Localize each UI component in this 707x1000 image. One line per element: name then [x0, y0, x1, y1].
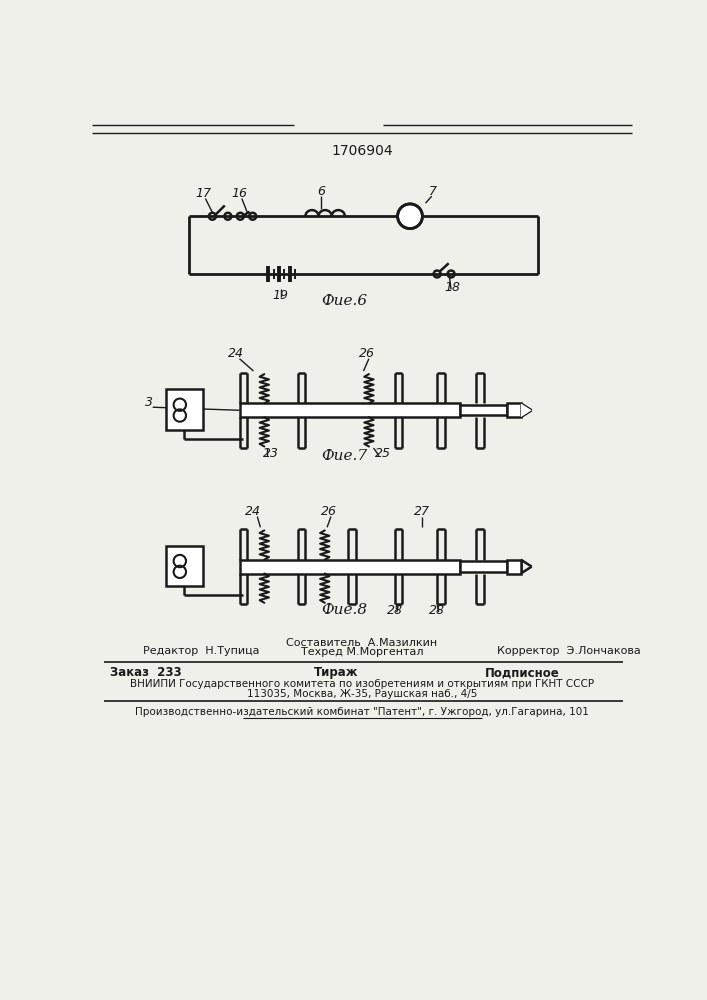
Text: 16: 16 [231, 187, 247, 200]
Text: Заказ  233: Заказ 233 [110, 666, 182, 679]
Text: 113035, Москва, Ж-35, Раушская наб., 4/5: 113035, Москва, Ж-35, Раушская наб., 4/5 [247, 689, 477, 699]
Bar [166, 546, 203, 586]
Bar [166, 389, 203, 430]
Polygon shape [521, 403, 532, 417]
Text: 18: 18 [445, 281, 461, 294]
Text: 7: 7 [429, 185, 437, 198]
Bar [460, 405, 507, 415]
Bar [240, 560, 460, 574]
Text: 6: 6 [317, 185, 325, 198]
Text: Фие.6: Фие.6 [321, 294, 367, 308]
Text: ВНИИПИ Государственного комитета по изобретениям и открытиям при ГКНТ СССР: ВНИИПИ Государственного комитета по изоб… [130, 679, 594, 689]
Text: Фие.7: Фие.7 [321, 449, 367, 463]
Circle shape [397, 204, 422, 229]
Text: 26: 26 [321, 505, 337, 518]
Text: 28: 28 [387, 604, 402, 617]
Text: Фие.8: Фие.8 [321, 603, 367, 617]
Text: 27: 27 [414, 505, 430, 518]
Text: Подписное: Подписное [485, 666, 560, 679]
Text: 19: 19 [273, 289, 288, 302]
Text: Редактор  Н.Тупица: Редактор Н.Тупица [143, 646, 259, 656]
Text: Тираж: Тираж [314, 666, 358, 679]
Text: 17: 17 [195, 187, 211, 200]
Text: Корректор  Э.Лончакова: Корректор Э.Лончакова [497, 646, 641, 656]
Bar [507, 560, 521, 574]
Text: 1706904: 1706904 [331, 144, 393, 158]
Bar [240, 403, 460, 417]
Text: 25: 25 [375, 447, 391, 460]
Text: 28: 28 [429, 604, 445, 617]
Text: Техред М.Моргентал: Техред М.Моргентал [300, 647, 423, 657]
Text: Производственно-издательский комбинат "Патент", г. Ужгород, ул.Гагарина, 101: Производственно-издательский комбинат "П… [135, 707, 589, 717]
Text: 23: 23 [263, 447, 279, 460]
Text: 26: 26 [359, 347, 375, 360]
Bar [507, 403, 521, 417]
Text: 24: 24 [245, 505, 262, 518]
Text: Составитель  А.Мазилкин: Составитель А.Мазилкин [286, 638, 438, 648]
Bar [460, 561, 507, 572]
Text: 24: 24 [228, 347, 244, 360]
Text: 3: 3 [145, 396, 153, 409]
